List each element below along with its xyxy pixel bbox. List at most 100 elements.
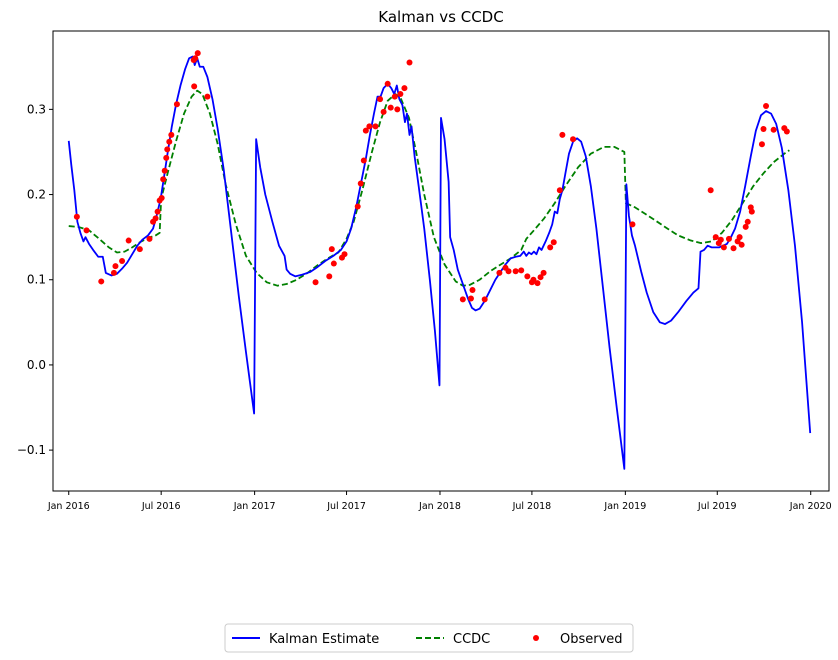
y-tick-label: 0.2 xyxy=(27,188,46,202)
observed-point xyxy=(524,273,531,280)
observed-point xyxy=(496,269,503,276)
observed-point xyxy=(163,154,170,161)
y-tick-label: 0.0 xyxy=(27,358,46,372)
observed-point xyxy=(394,106,401,113)
observed-point xyxy=(154,208,161,215)
observed-point xyxy=(204,93,211,100)
observed-point xyxy=(629,221,636,228)
observed-point xyxy=(192,55,199,62)
observed-point xyxy=(540,269,547,276)
observed-point xyxy=(152,215,159,222)
observed-point xyxy=(406,59,413,66)
x-tick-label: Jan 2020 xyxy=(789,501,832,512)
observed-point xyxy=(136,246,143,253)
observed-point xyxy=(481,296,488,303)
observed-point xyxy=(166,138,173,145)
observed-point xyxy=(518,267,525,274)
observed-point xyxy=(712,234,719,241)
observed-point xyxy=(717,236,724,243)
observed-point xyxy=(354,203,361,210)
observed-point xyxy=(110,269,117,276)
observed-point xyxy=(366,123,373,130)
observed-point xyxy=(725,235,732,242)
observed-point xyxy=(194,50,201,57)
observed-point xyxy=(191,83,198,90)
observed-point xyxy=(758,141,765,148)
observed-point xyxy=(742,223,749,230)
observed-point xyxy=(125,237,132,244)
legend-observed-label: Observed xyxy=(560,632,623,647)
observed-point xyxy=(763,102,770,109)
observed-point xyxy=(387,104,394,111)
observed-point xyxy=(469,286,476,293)
legend-ccdc-label: CCDC xyxy=(453,632,490,647)
observed-point xyxy=(783,128,790,135)
observed-point xyxy=(326,273,333,280)
x-tick-label: Jul 2016 xyxy=(141,501,181,512)
x-tick-label: Jan 2019 xyxy=(603,501,646,512)
observed-point xyxy=(730,245,737,252)
observed-point xyxy=(98,278,105,285)
x-tick-label: Jul 2019 xyxy=(697,501,737,512)
y-axis: −0.1 0.0 0.1 0.2 0.3 xyxy=(17,102,53,457)
observed-point xyxy=(736,234,743,241)
observed-point xyxy=(164,146,171,153)
legend-kalman-label: Kalman Estimate xyxy=(269,632,379,647)
kalman-estimate-line xyxy=(67,55,812,470)
observed-point xyxy=(537,274,544,281)
observed-point xyxy=(547,244,554,251)
observed-point xyxy=(119,258,126,264)
observed-point xyxy=(328,246,335,253)
observed-point xyxy=(168,131,175,138)
observed-point xyxy=(720,244,727,251)
observed-point xyxy=(362,127,369,134)
observed-point xyxy=(505,268,512,275)
observed-point xyxy=(160,176,167,183)
observed-point xyxy=(341,251,348,258)
plot-area xyxy=(67,50,812,470)
observed-point xyxy=(738,241,745,248)
observed-point xyxy=(748,208,755,215)
x-tick-label: Jul 2018 xyxy=(512,501,552,512)
observed-point xyxy=(550,239,557,246)
x-axis: Jan 2016 Jul 2016 Jan 2017 Jul 2017 Jan 2018… xyxy=(47,491,832,512)
observed-point xyxy=(559,131,566,138)
observed-point xyxy=(707,187,714,194)
observed-point xyxy=(158,194,165,201)
x-tick-label: Jan 2018 xyxy=(418,501,461,512)
observed-point xyxy=(530,276,537,283)
observed-point xyxy=(146,235,153,242)
y-tick-label: 0.3 xyxy=(27,102,46,116)
observed-point xyxy=(556,187,563,194)
y-tick-label: 0.1 xyxy=(27,273,46,287)
observed-point xyxy=(534,280,541,287)
observed-point xyxy=(357,180,364,187)
ccdc-line xyxy=(68,89,790,287)
observed-point xyxy=(401,85,408,92)
observed-point xyxy=(83,227,90,234)
legend: Kalman Estimate CCDC Observed xyxy=(224,623,634,653)
observed-point xyxy=(512,268,519,275)
x-tick-label: Jul 2017 xyxy=(326,501,366,512)
observed-point xyxy=(570,136,577,143)
observed-point xyxy=(384,80,391,87)
x-tick-label: Jan 2016 xyxy=(47,501,90,512)
observed-point xyxy=(312,279,319,286)
x-tick-label: Jan 2017 xyxy=(233,501,276,512)
observed-point xyxy=(372,123,379,130)
observed-point xyxy=(377,96,384,103)
observed-point xyxy=(770,126,777,133)
observed-point xyxy=(380,108,387,115)
observed-point xyxy=(744,218,751,225)
observed-point xyxy=(161,167,168,174)
plot-frame xyxy=(52,30,830,492)
chart-title: Kalman vs CCDC xyxy=(378,8,503,26)
observed-point xyxy=(330,260,337,267)
legend-observed-marker xyxy=(533,635,539,641)
observed-point xyxy=(173,101,180,108)
observed-point xyxy=(73,213,80,220)
observed-point xyxy=(360,157,367,164)
observed-point xyxy=(397,91,404,98)
